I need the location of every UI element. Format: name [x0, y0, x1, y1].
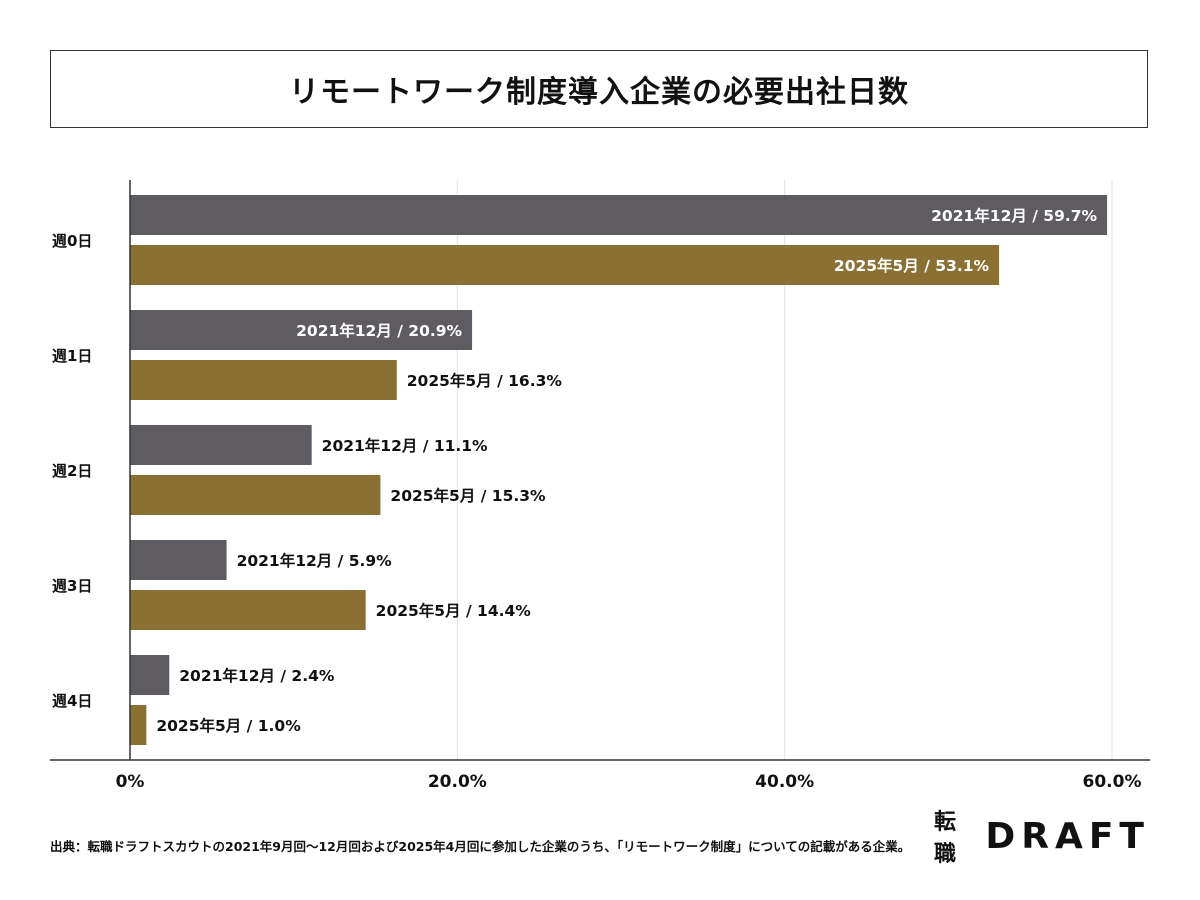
category-label: 週4日 [52, 692, 92, 710]
logo-en-text: DRAFT [985, 815, 1150, 857]
bar [130, 475, 381, 515]
source-note: 出典：転職ドラフトスカウトの2021年9月回〜12月回および2025年4月回に参… [50, 839, 911, 854]
category-label: 週3日 [52, 577, 92, 595]
data-label: 2025年5月 / 15.3% [390, 486, 546, 505]
data-label: 2025年5月 / 16.3% [407, 371, 563, 390]
data-label: 2021年12月 / 11.1% [322, 436, 488, 455]
logo-jp-text: 転職 [934, 810, 960, 867]
bar [130, 425, 312, 465]
data-label: 2021年12月 / 20.9% [296, 321, 462, 340]
chart-title-box: リモートワーク制度導入企業の必要出社日数 [50, 50, 1148, 128]
bar [130, 245, 1000, 285]
data-label: 2021年12月 / 59.7% [931, 206, 1097, 225]
bar [130, 655, 170, 695]
chart-title: リモートワーク制度導入企業の必要出社日数 [289, 75, 909, 110]
category-label: 週1日 [52, 347, 92, 365]
category-label: 週2日 [52, 462, 92, 480]
bar [130, 195, 1108, 235]
bar [130, 310, 473, 350]
bar [130, 705, 147, 745]
data-label: 2025年5月 / 14.4% [376, 601, 532, 620]
bar [130, 360, 397, 400]
x-tick-label: 60.0% [1083, 772, 1142, 792]
x-tick-label: 40.0% [755, 772, 814, 792]
data-label: 2025年5月 / 1.0% [156, 716, 301, 735]
category-label: 週0日 [52, 232, 92, 250]
data-label: 2025年5月 / 53.1% [834, 256, 990, 275]
draft-logo: 転職 DRAFT [934, 810, 1150, 867]
bar [130, 540, 227, 580]
x-tick-label: 0% [116, 772, 145, 792]
bar [130, 590, 366, 630]
data-label: 2021年12月 / 5.9% [237, 551, 393, 570]
x-tick-label: 20.0% [428, 772, 487, 792]
data-label: 2021年12月 / 2.4% [179, 666, 335, 685]
